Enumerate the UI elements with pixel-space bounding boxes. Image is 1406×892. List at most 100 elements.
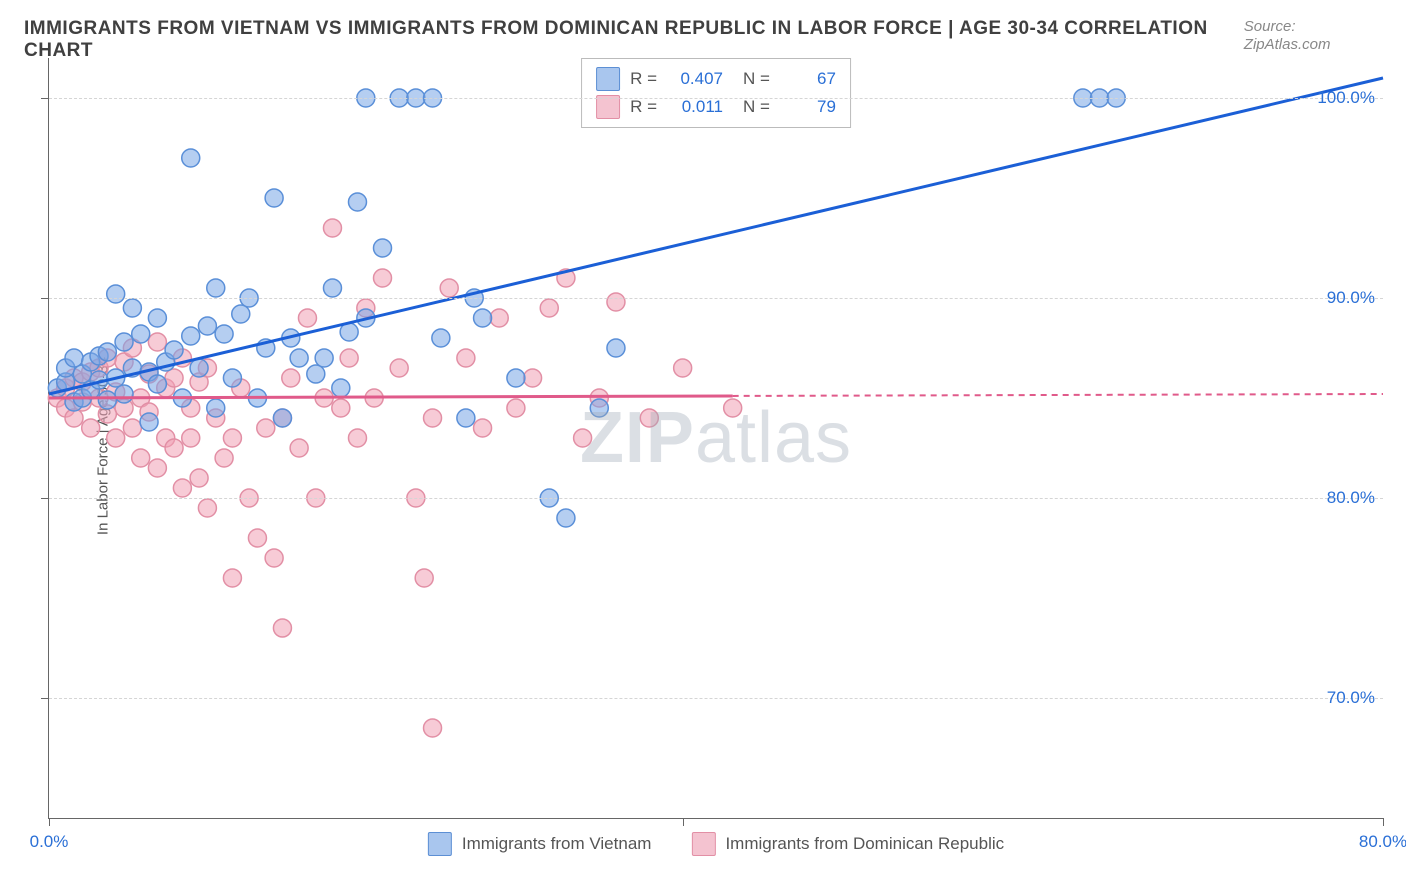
data-point [115, 385, 133, 403]
data-point [115, 333, 133, 351]
data-point [190, 359, 208, 377]
data-point [574, 429, 592, 447]
gridline [49, 698, 1383, 699]
data-point [424, 409, 442, 427]
y-tick-label: 90.0% [1327, 288, 1375, 308]
data-point [315, 349, 333, 367]
data-point [507, 369, 525, 387]
data-point [332, 379, 350, 397]
series-legend: Immigrants from Vietnam Immigrants from D… [428, 832, 1004, 856]
data-point [724, 399, 742, 417]
data-point [215, 325, 233, 343]
data-point [190, 469, 208, 487]
data-point [148, 309, 166, 327]
data-point [265, 189, 283, 207]
data-point [148, 375, 166, 393]
data-point [223, 429, 241, 447]
scatter-chart [49, 58, 1383, 818]
data-point [273, 409, 291, 427]
legend-swatch [428, 832, 452, 856]
data-point [474, 419, 492, 437]
data-point [173, 479, 191, 497]
data-point [132, 449, 150, 467]
tick-mark [41, 98, 49, 99]
data-point [290, 349, 308, 367]
data-point [140, 413, 158, 431]
data-point [248, 529, 266, 547]
data-point [223, 369, 241, 387]
data-point [457, 349, 475, 367]
tick-mark [1383, 818, 1384, 826]
data-point [323, 279, 341, 297]
tick-mark [41, 498, 49, 499]
data-point [282, 369, 300, 387]
data-point [148, 333, 166, 351]
data-point [457, 409, 475, 427]
trend-line-extrapolated [733, 394, 1383, 396]
data-point [182, 327, 200, 345]
trend-line [49, 396, 733, 398]
legend-swatch [596, 67, 620, 91]
data-point [223, 569, 241, 587]
data-point [132, 325, 150, 343]
tick-mark [683, 818, 684, 826]
legend-label: Immigrants from Dominican Republic [725, 834, 1004, 854]
data-point [232, 305, 250, 323]
legend-row: R =0.407N =67 [596, 65, 836, 93]
chart-title: IMMIGRANTS FROM VIETNAM VS IMMIGRANTS FR… [24, 18, 1244, 62]
data-point [207, 279, 225, 297]
legend-swatch [691, 832, 715, 856]
data-point [182, 429, 200, 447]
data-point [374, 269, 392, 287]
source: Source: ZipAtlas.com [1244, 18, 1382, 54]
data-point [424, 719, 442, 737]
data-point [332, 399, 350, 417]
data-point [340, 349, 358, 367]
data-point [490, 309, 508, 327]
data-point [165, 341, 183, 359]
data-point [557, 509, 575, 527]
data-point [198, 317, 216, 335]
data-point [257, 419, 275, 437]
data-point [98, 391, 116, 409]
legend-item: Immigrants from Vietnam [428, 832, 652, 856]
x-tick-label: 0.0% [30, 832, 69, 852]
data-point [524, 369, 542, 387]
data-point [165, 439, 183, 457]
data-point [640, 409, 658, 427]
data-point [474, 309, 492, 327]
data-point [273, 619, 291, 637]
data-point [307, 365, 325, 383]
y-tick-label: 70.0% [1327, 688, 1375, 708]
data-point [123, 299, 141, 317]
data-point [148, 459, 166, 477]
data-point [607, 293, 625, 311]
tick-mark [41, 298, 49, 299]
data-point [265, 549, 283, 567]
data-point [182, 149, 200, 167]
data-point [107, 285, 125, 303]
data-point [165, 369, 183, 387]
correlation-legend: R =0.407N =67R =0.011N =79 [581, 58, 851, 128]
x-tick-label: 80.0% [1359, 832, 1406, 852]
tick-mark [41, 698, 49, 699]
data-point [415, 569, 433, 587]
data-point [374, 239, 392, 257]
gridline [49, 98, 1383, 99]
legend-item: Immigrants from Dominican Republic [691, 832, 1004, 856]
data-point [65, 349, 83, 367]
data-point [323, 219, 341, 237]
data-point [298, 309, 316, 327]
data-point [123, 419, 141, 437]
data-point [207, 399, 225, 417]
y-tick-label: 100.0% [1317, 88, 1375, 108]
data-point [607, 339, 625, 357]
data-point [215, 449, 233, 467]
gridline [49, 298, 1383, 299]
data-point [290, 439, 308, 457]
tick-mark [49, 818, 50, 826]
y-tick-label: 80.0% [1327, 488, 1375, 508]
data-point [348, 429, 366, 447]
legend-label: Immigrants from Vietnam [462, 834, 652, 854]
data-point [107, 429, 125, 447]
